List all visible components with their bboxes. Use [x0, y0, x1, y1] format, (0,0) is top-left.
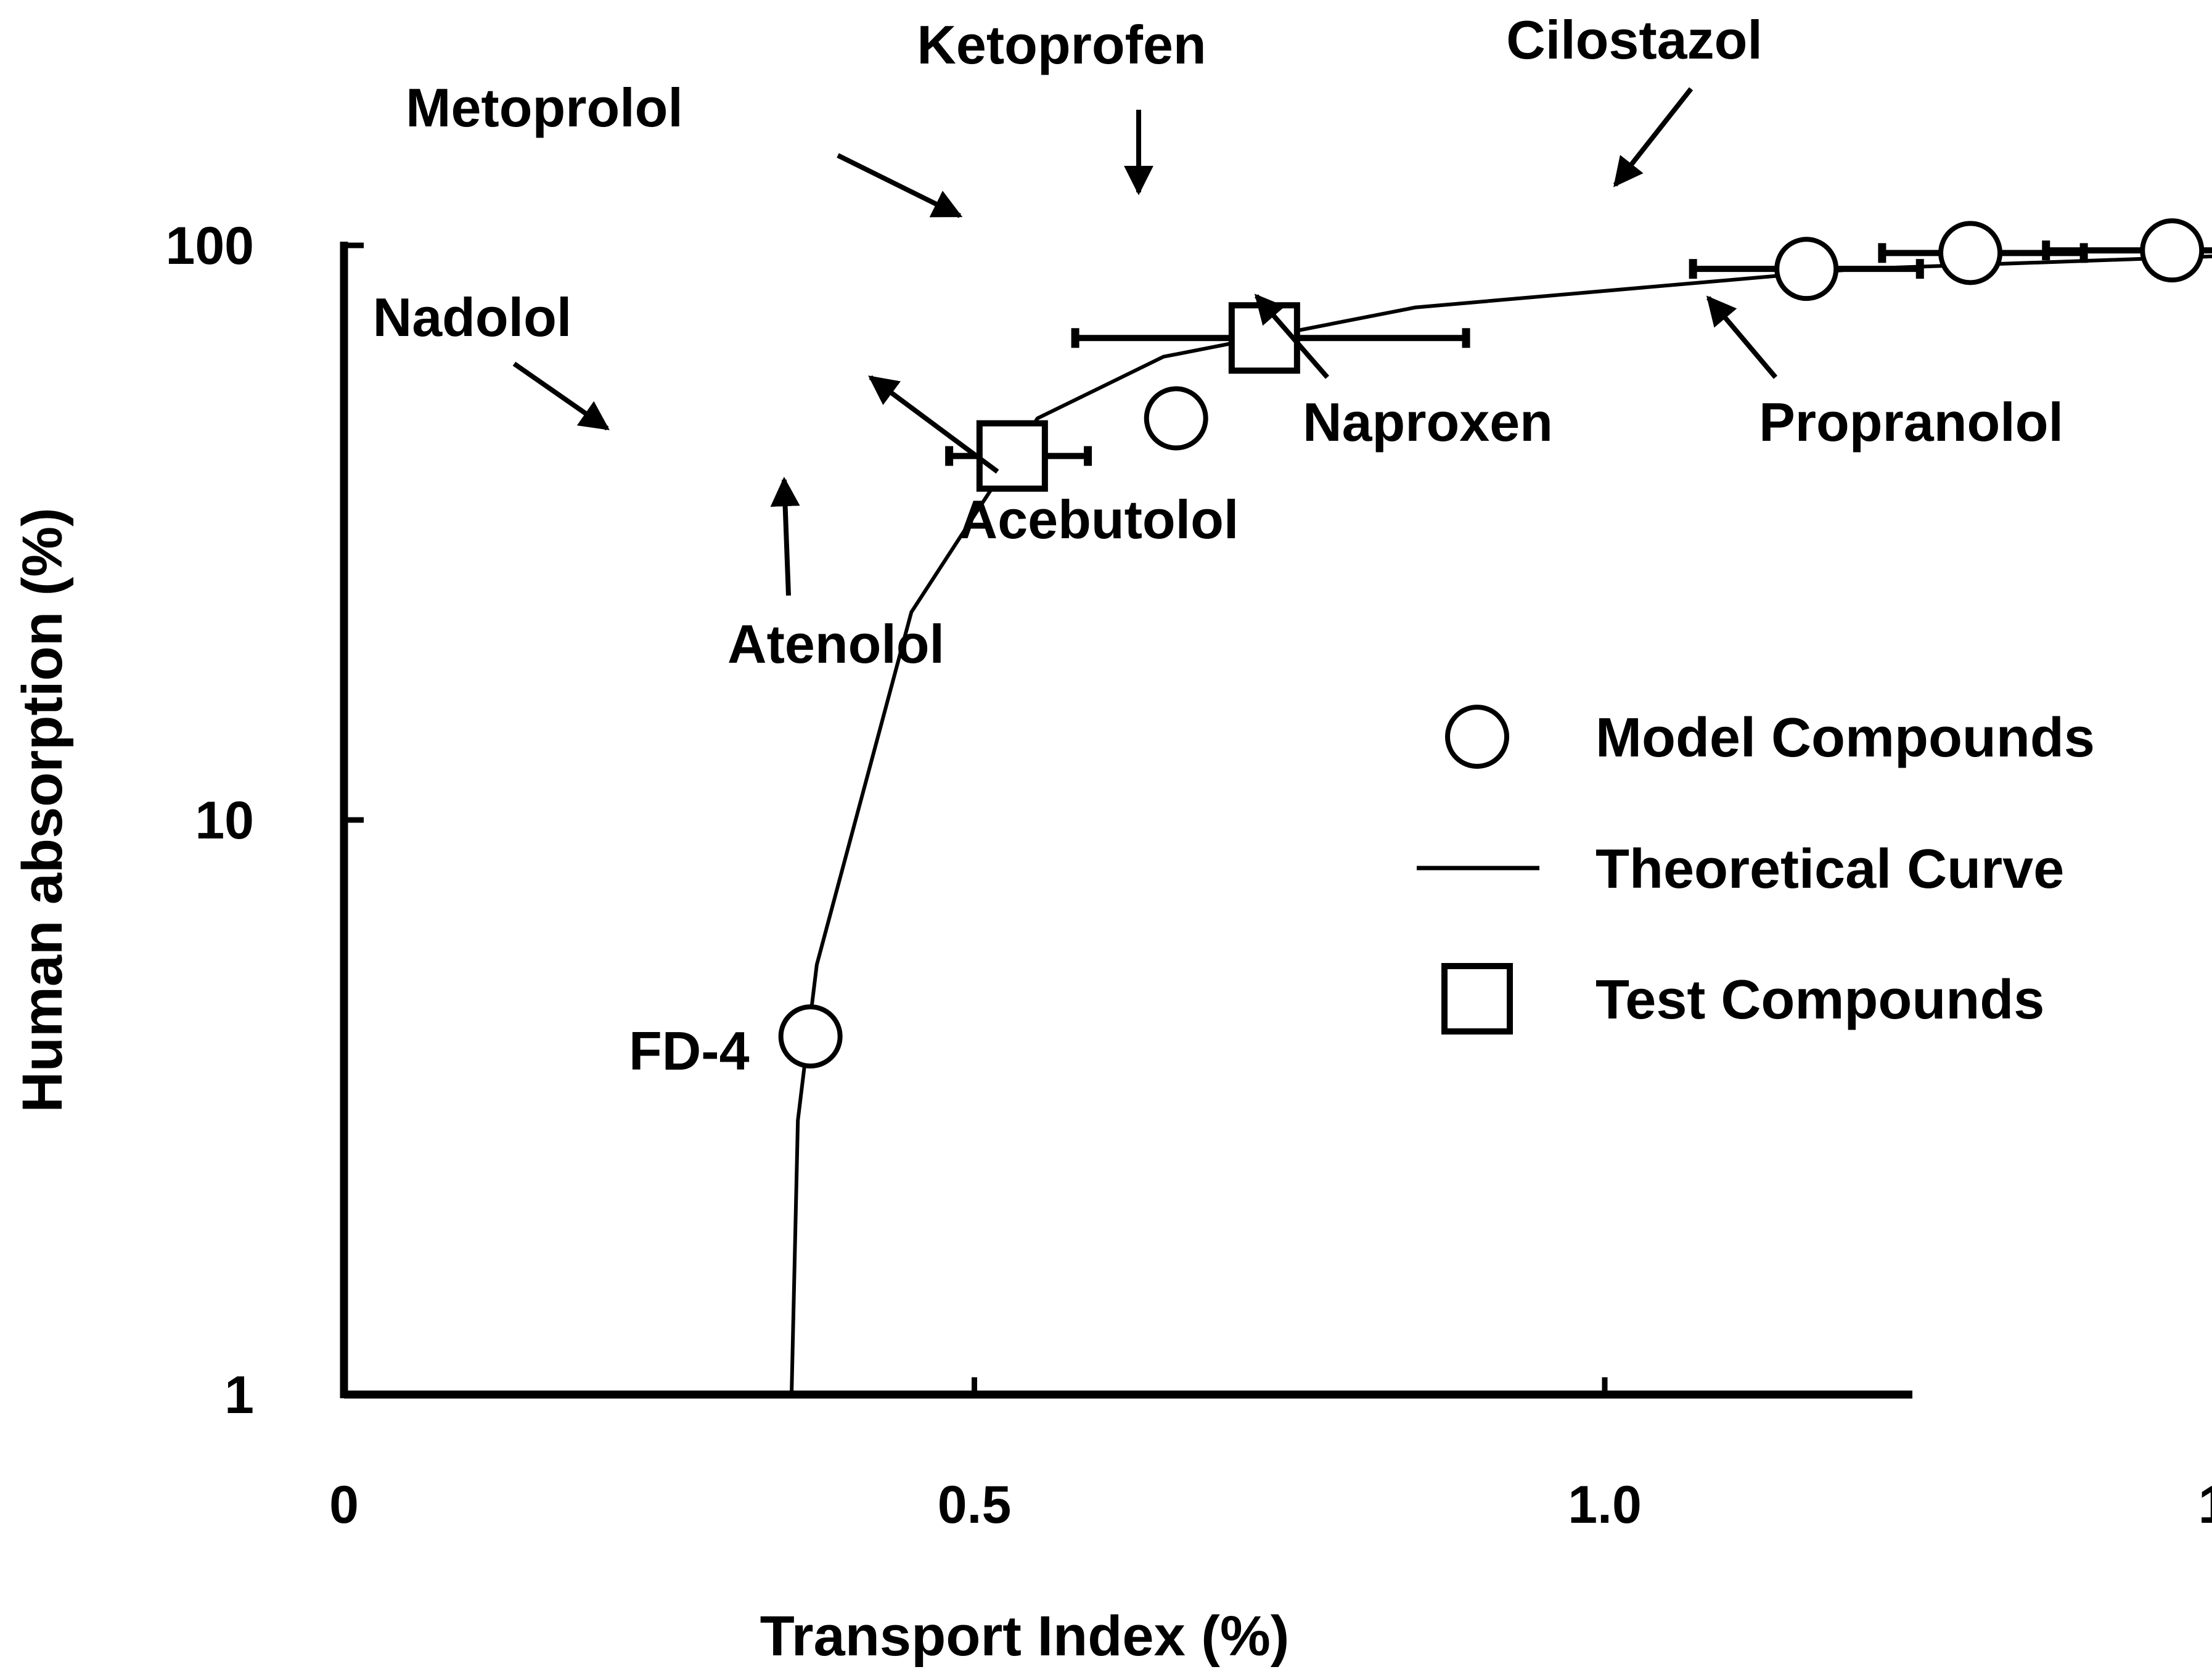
y-axis-title: Human absorption (%) [11, 507, 74, 1112]
legend: Model Compounds Theoretical Curve Test Com… [1417, 705, 2095, 1035]
label-metoprolol: Metoprolol [406, 77, 683, 138]
model-point-naproxen [2140, 218, 2205, 283]
y-tick-label: 1 [224, 1366, 254, 1425]
model-point-atenolol [1144, 386, 1208, 451]
arrow-atenolol [770, 477, 800, 596]
x-tick-label: 1.5 [2198, 1475, 2212, 1535]
arrow-cilostazol [1613, 87, 1694, 187]
model-point-metoprolol [1774, 237, 1839, 301]
label-nadolol: Nadolol [373, 287, 572, 348]
x-tick-label: 0 [329, 1475, 359, 1535]
label-fd-4: FD-4 [629, 1020, 750, 1081]
x-tick-label: 1.0 [1568, 1475, 1642, 1535]
model-point-fd-4 [778, 1004, 843, 1069]
label-acebutolol: Acebutolol [959, 489, 1239, 550]
label-cilostazol: Cilostazol [1506, 9, 1763, 70]
y-tick-label: 10 [195, 791, 254, 850]
arrow-propranolol [1706, 295, 1778, 379]
arrow-acebutolol [868, 375, 999, 474]
legend-swatch-model-compounds [1445, 705, 1509, 769]
y-tick-label: 100 [166, 216, 255, 276]
model-point-ketoprofen [1938, 221, 2003, 285]
test-point-nadolol [976, 420, 1048, 492]
label-ketoprofen: Ketoprofen [917, 14, 1206, 75]
arrow-nadolol [512, 361, 610, 431]
legend-label-theoretical-curve: Theoretical Curve [1596, 838, 2064, 900]
annotations-layer: FD-4 Atenolol Nadolol Acebutolol Metoprolol K… [373, 9, 2063, 1081]
legend-swatch-test-compounds [1441, 963, 1513, 1035]
legend-label-model-compounds: Model Compounds [1596, 707, 2095, 769]
label-naproxen: Naproxen [1303, 391, 1553, 453]
x-tick-label: 0.5 [938, 1475, 1012, 1535]
arrow-naproxen [1254, 293, 1330, 379]
label-propranolol: Propranolol [1759, 391, 2063, 453]
label-atenolol: Atenolol [727, 613, 944, 674]
test-point-acebutolol [1228, 302, 1300, 374]
x-axis-title: Transport Index (%) [760, 1605, 1290, 1668]
markers-layer [778, 218, 2205, 1069]
arrow-metoprolol [837, 153, 963, 218]
legend-label-test-compounds: Test Compounds [1596, 969, 2044, 1031]
